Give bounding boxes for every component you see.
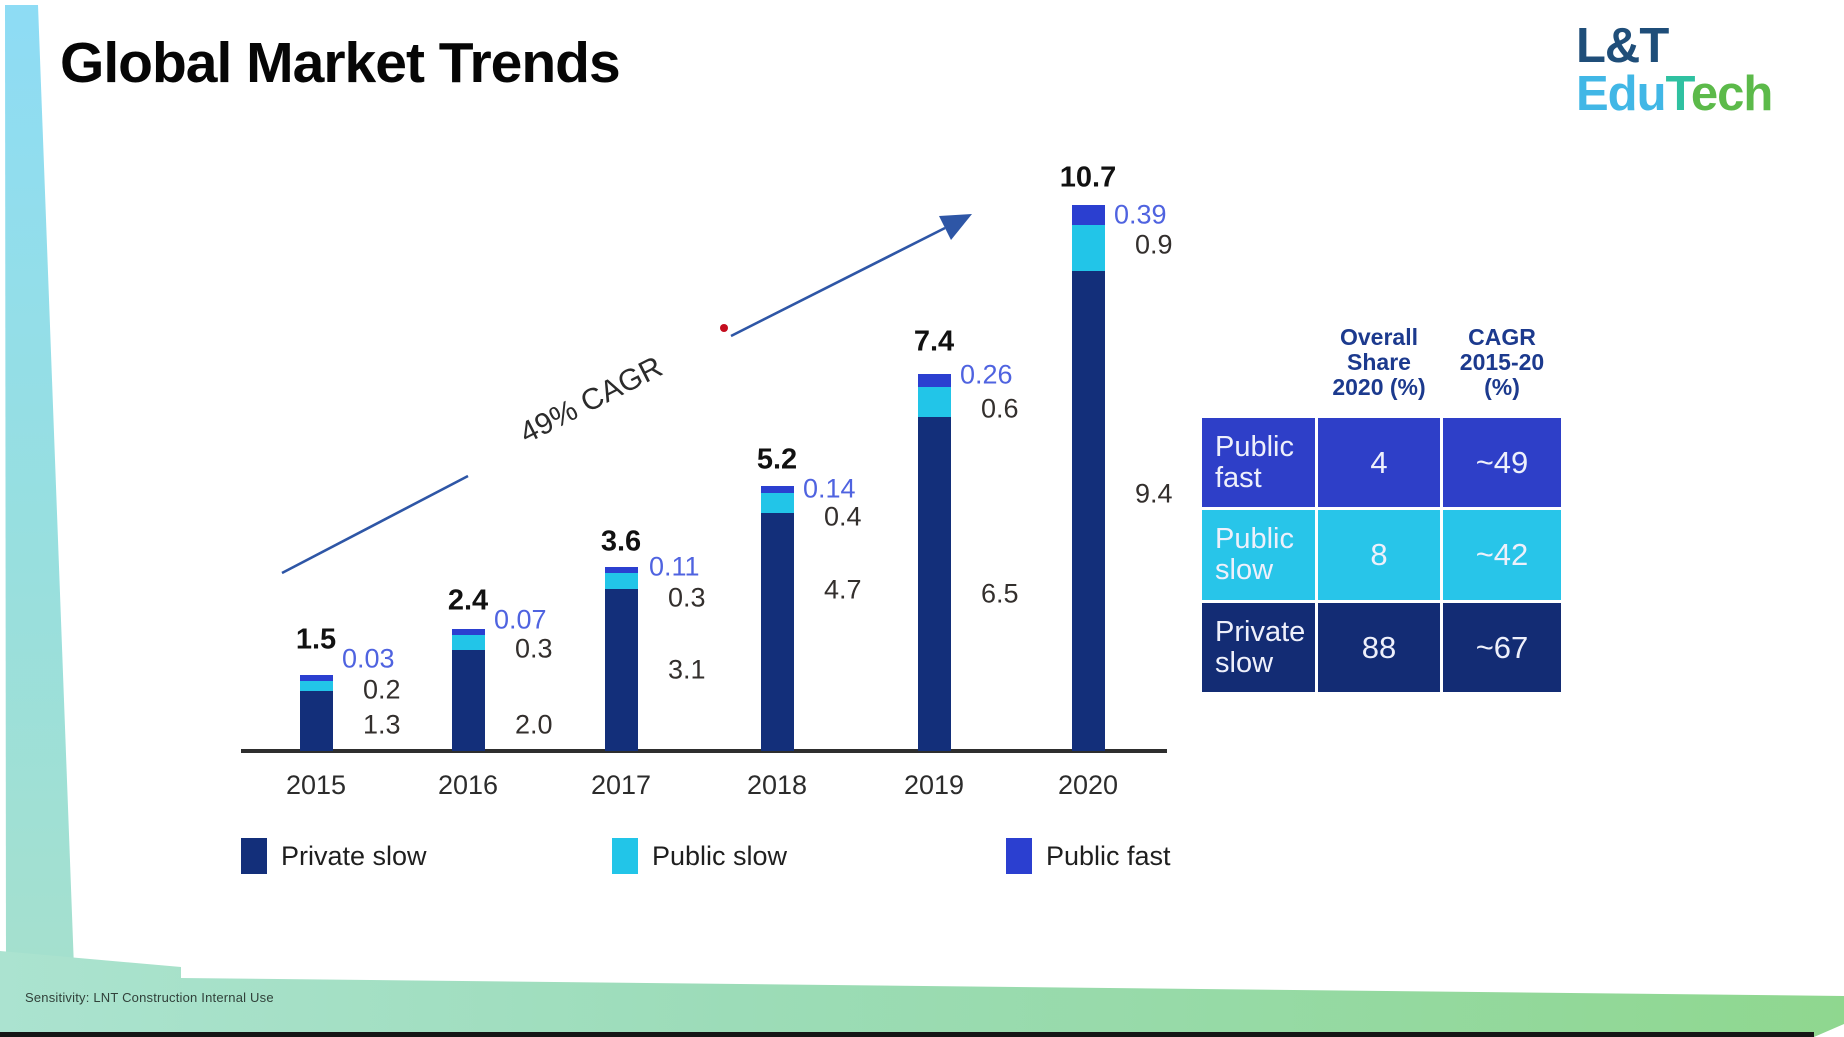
bar-segment-private-slow: [604, 588, 638, 751]
label-public-slow-value: 0.9: [1134, 229, 1173, 260]
bar-segment-public-fast: [917, 373, 951, 387]
table-header-line: CAGR: [1468, 324, 1536, 350]
table-cell-share-public-slow: 8: [1318, 510, 1440, 600]
bar-total-label: 5.2: [756, 443, 798, 476]
market-share-table: Public fast 4 ~49 Public slow 8 ~42 Private sl…: [1202, 418, 1561, 692]
bar-segment-public-slow: [917, 386, 951, 418]
bottom-edge-line: [0, 1032, 1814, 1037]
bar-segment-public-fast: [1071, 205, 1105, 226]
label-public-fast-value: 0.14: [802, 473, 856, 504]
bar-2016: [451, 628, 485, 751]
bar-2017: [604, 567, 638, 751]
table-cell-share-private-slow: 88: [1318, 603, 1440, 692]
bar-segment-public-fast: [299, 674, 333, 681]
x-axis-label-2015: 2015: [285, 770, 347, 800]
label-private-slow-value: 3.1: [667, 654, 706, 685]
label-public-fast-value: 0.11: [648, 551, 700, 582]
legend-label: Private slow: [281, 840, 427, 871]
table-cell-label-public-slow: Public slow: [1202, 510, 1315, 600]
label-private-slow-value: 4.7: [823, 574, 862, 605]
bar-total-label: 7.4: [913, 325, 955, 358]
x-axis-label-2019: 2019: [903, 770, 965, 800]
x-axis-label-2018: 2018: [746, 770, 808, 800]
table-header-cagr: CAGR 2015-20 (%): [1443, 325, 1561, 400]
label-private-slow-value: 9.4: [1134, 478, 1173, 509]
table-header-line: (%): [1484, 374, 1520, 400]
x-axis-label-2016: 2016: [437, 770, 499, 800]
sensitivity-footer: Sensitivity: LNT Construction Internal U…: [25, 990, 274, 1005]
bar-segment-public-fast: [451, 628, 485, 635]
legend-item-public-slow: Public slow: [612, 838, 787, 874]
bar-total-label: 1.5: [295, 623, 337, 656]
label-private-slow-value: 2.0: [514, 709, 553, 740]
label-public-fast-value: 0.39: [1113, 199, 1167, 230]
label-private-slow-value: 1.3: [362, 709, 401, 740]
table-cell-label-public-fast: Public fast: [1202, 418, 1315, 507]
page-title: Global Market Trends: [60, 31, 621, 95]
table-cell-cagr-public-slow: ~42: [1443, 510, 1561, 600]
bar-2018: [760, 485, 794, 751]
bar-total-label: 2.4: [447, 584, 489, 617]
bar-segment-private-slow: [299, 690, 333, 751]
legend-swatch: [1006, 838, 1032, 874]
bar-segment-private-slow: [451, 649, 485, 751]
label-public-fast-value: 0.03: [341, 643, 395, 674]
bar-segment-public-fast: [760, 485, 794, 493]
bar-segment-public-fast: [604, 567, 638, 574]
label-public-fast-value: 0.07: [493, 604, 547, 635]
legend-label: Public slow: [652, 840, 788, 871]
label-public-slow-value: 0.2: [362, 674, 401, 705]
bar-2020: [1071, 205, 1105, 751]
bar-2019: [917, 373, 951, 751]
x-axis-label-2020: 2020: [1057, 770, 1119, 800]
annotation-dot: [720, 324, 728, 332]
bar-segment-private-slow: [917, 417, 951, 751]
label-public-slow-value: 0.3: [514, 633, 553, 664]
bar-segment-private-slow: [760, 513, 794, 751]
bar-2015: [299, 674, 333, 752]
table-cell-cagr-public-fast: ~49: [1443, 418, 1561, 507]
table-cell-cagr-private-slow: ~67: [1443, 603, 1561, 692]
table-cell-share-public-fast: 4: [1318, 418, 1440, 507]
bar-total-label: 10.7: [1059, 161, 1117, 194]
legend-label: Public fast: [1046, 840, 1171, 871]
label-public-slow-value: 0.6: [980, 393, 1019, 424]
bar-segment-private-slow: [1071, 271, 1105, 751]
legend-item-private-slow: Private slow: [241, 838, 427, 874]
x-axis-label-2017: 2017: [590, 770, 652, 800]
bar-segment-public-slow: [451, 634, 485, 650]
logo-line1: L&T: [1576, 19, 1669, 73]
table-header-line: 2015-20: [1459, 349, 1545, 375]
table-cell-label-private-slow: Private slow: [1202, 603, 1315, 692]
table-header-overall-share: Overall Share 2020 (%): [1318, 325, 1440, 400]
label-private-slow-value: 6.5: [980, 578, 1019, 609]
table-header-line: Share: [1347, 349, 1411, 375]
lt-edutech-logo: L&T EduTech: [1576, 19, 1773, 121]
label-public-fast-value: 0.26: [959, 359, 1013, 390]
legend-swatch: [241, 838, 267, 874]
legend-swatch: [612, 838, 638, 874]
x-axis-line: [241, 749, 1167, 753]
bar-total-label: 3.6: [600, 525, 642, 558]
label-public-slow-value: 0.4: [823, 501, 862, 532]
label-public-slow-value: 0.3: [667, 582, 706, 613]
table-header-line: Overall: [1340, 324, 1418, 350]
bar-segment-public-slow: [299, 680, 333, 691]
legend-item-public-fast: Public fast: [1006, 838, 1171, 874]
logo-line2: EduTech: [1576, 67, 1773, 121]
bar-segment-public-slow: [1071, 225, 1105, 272]
table-header-line: 2020 (%): [1332, 374, 1426, 400]
bar-segment-public-slow: [760, 492, 794, 514]
bar-segment-public-slow: [604, 573, 638, 589]
